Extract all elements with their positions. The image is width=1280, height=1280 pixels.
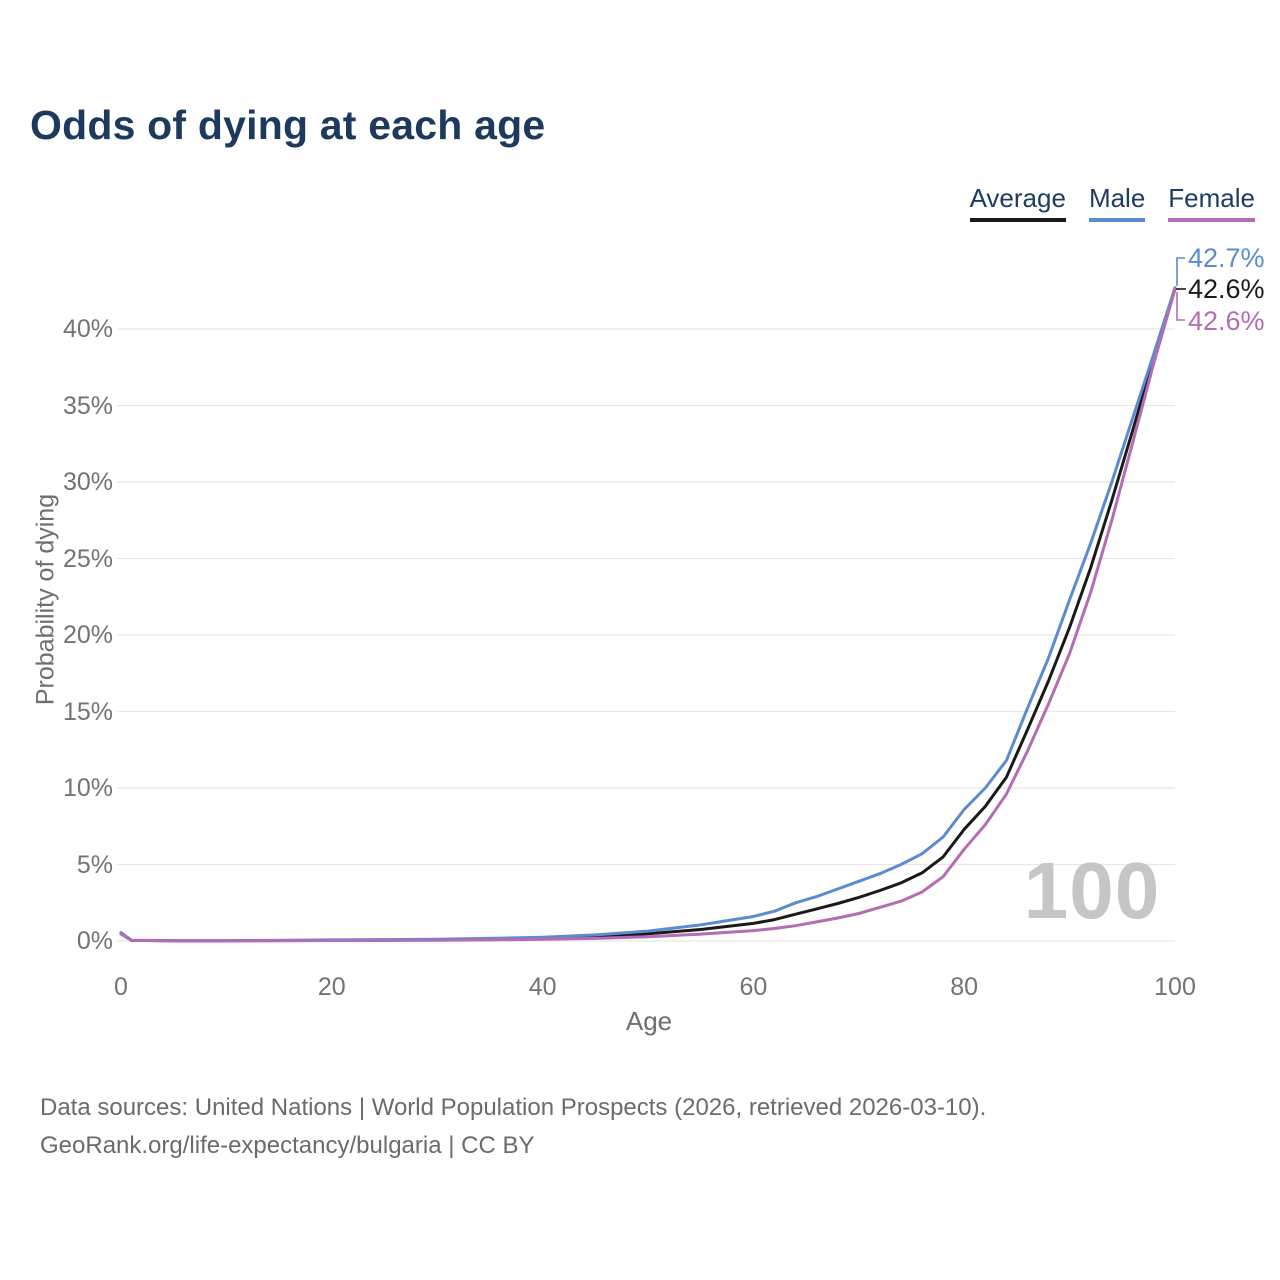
y-tick-label: 20% (62, 621, 113, 649)
x-tick-label: 0 (114, 973, 128, 1001)
end-value-female: 42.6% (1188, 306, 1265, 336)
chart-title: Odds of dying at each age (30, 102, 546, 148)
y-tick-label: 10% (62, 774, 113, 802)
x-tick-label: 20 (317, 973, 346, 1001)
source-attribution: Data sources: United Nations | World Pop… (40, 1089, 986, 1165)
y-tick-label: 5% (76, 850, 113, 879)
y-tick-label: 40% (62, 315, 113, 343)
series-line-average (119, 287, 1177, 943)
legend-item-female[interactable]: Female (1168, 183, 1255, 222)
age-watermark: 100 (1023, 846, 1161, 935)
x-axis-title: Age (625, 1006, 673, 1036)
x-tick-label: 40 (528, 973, 557, 1001)
x-tick-label: 80 (950, 973, 979, 1001)
y-axis-title: Probability of dying (31, 493, 60, 706)
x-tick-label: 100 (1154, 973, 1196, 1001)
series-lines (119, 286, 1177, 943)
connector-male (1176, 257, 1185, 286)
series-line-female (119, 287, 1177, 943)
y-tick-label: 25% (62, 544, 113, 573)
legend-item-average[interactable]: Average (969, 183, 1066, 222)
legend: Average Male Female (969, 183, 1255, 222)
y-tick-label: 30% (62, 468, 113, 496)
legend-item-male[interactable]: Male (1088, 183, 1146, 222)
y-tick-label: 15% (62, 697, 113, 726)
source-line-1: Data sources: United Nations | World Pop… (40, 1094, 987, 1121)
x-tick-label: 60 (739, 973, 768, 1001)
end-value-average: 42.6% (1188, 274, 1265, 304)
y-tick-label: 35% (62, 391, 113, 420)
y-tick-label: 0% (76, 927, 113, 955)
connector-female (1176, 292, 1185, 321)
end-label-connectors (1176, 257, 1186, 321)
end-value-male: 42.7% (1188, 243, 1265, 273)
source-line-2: GeoRank.org/life-expectancy/bulgaria | C… (40, 1132, 535, 1159)
gridlines (117, 328, 1175, 942)
series-line-male (119, 286, 1177, 943)
